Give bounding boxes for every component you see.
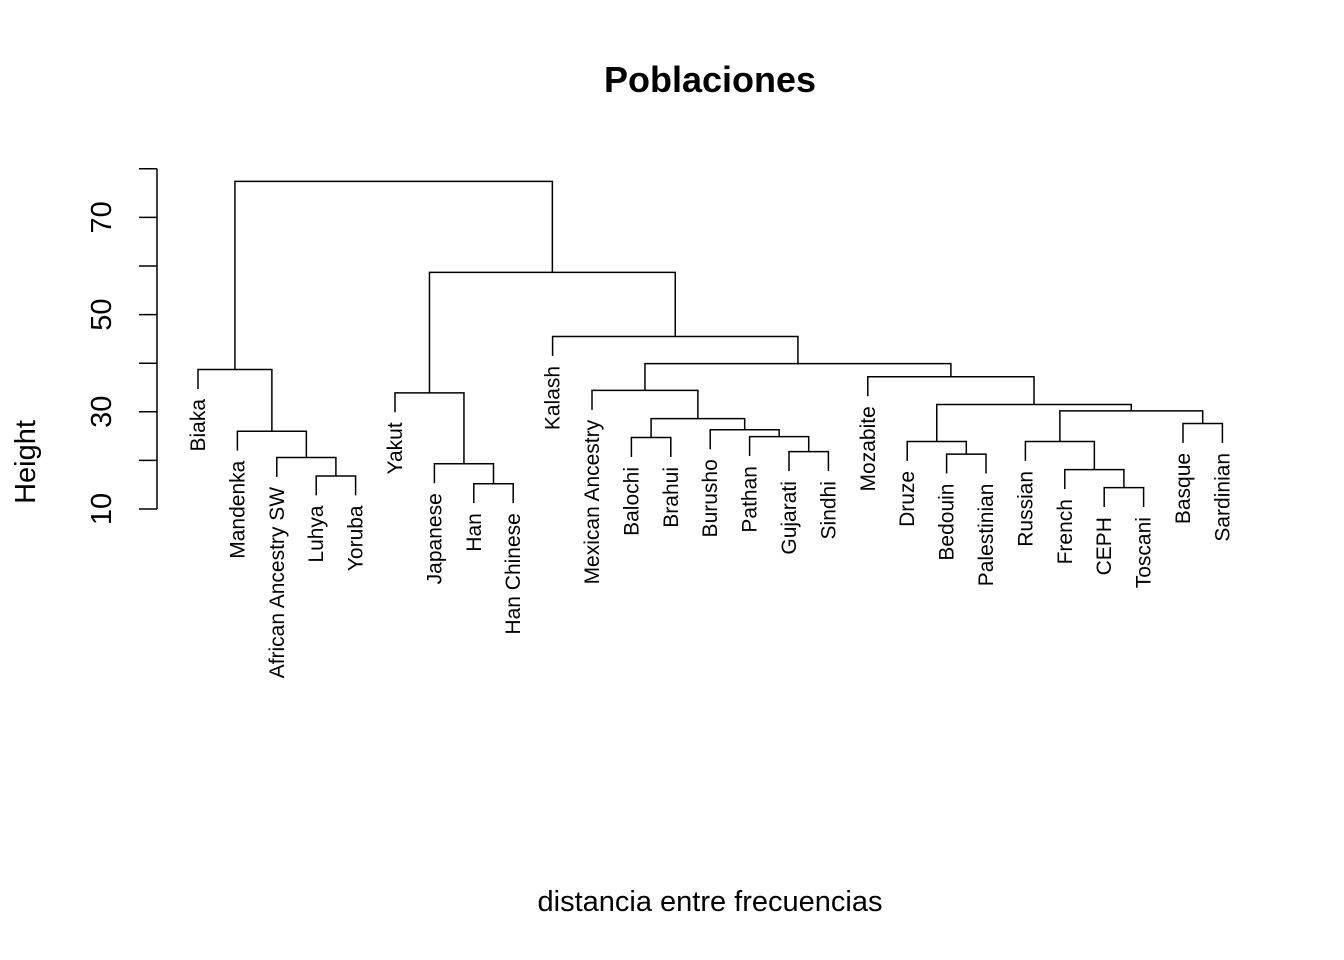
leaf-label: Russian xyxy=(1014,471,1037,547)
dendrogram-tree xyxy=(197,180,1224,508)
leaf-label: Toscani xyxy=(1133,517,1156,588)
leaf-label: CEPH xyxy=(1093,517,1116,575)
leaf-label: Mexican Ancestry xyxy=(581,419,604,584)
dendrogram-merge xyxy=(1024,440,1096,470)
leaf-label: Bedouin xyxy=(936,484,959,561)
x-axis-title: distancia entre frecuencias xyxy=(538,886,883,918)
leaf-label: Han xyxy=(463,513,486,552)
leaf-label: Kalash xyxy=(542,366,565,430)
leaf-label: French xyxy=(1054,499,1077,564)
leaf-label: Gujarati xyxy=(778,481,801,555)
dendrogram-merge xyxy=(936,403,1133,442)
leaf-label: Han Chinese xyxy=(502,513,525,634)
dendrogram-merge xyxy=(945,453,987,474)
leaf-label: Japanese xyxy=(423,493,446,584)
chart-title: Poblaciones xyxy=(604,59,816,100)
dendrogram-merge xyxy=(867,376,1035,405)
leaf-label: Biaka xyxy=(187,399,210,452)
dendrogram-merge xyxy=(433,463,495,484)
dendrogram-merge xyxy=(1064,468,1125,490)
leaf-label: Yakut xyxy=(384,422,407,474)
leaf-label: Sindhi xyxy=(817,481,840,539)
y-tick-label: 10 xyxy=(86,493,118,525)
dendrogram-merge xyxy=(551,335,799,364)
dendrogram-merge xyxy=(1182,422,1224,443)
dendrogram-merge xyxy=(788,450,830,472)
leaf-labels: Luhya Yoruba African Ancestry SW Mandenka Bi… xyxy=(187,366,1234,678)
leaf-label: African Ancestry SW xyxy=(266,487,289,679)
leaf-label: Burusho xyxy=(699,459,722,537)
dendrogram-merge xyxy=(276,456,337,477)
leaf-label: Sardinian xyxy=(1211,453,1234,542)
y-tick-label: 70 xyxy=(86,201,118,233)
leaf-label: Mozabite xyxy=(857,406,880,491)
dendrogram-merge xyxy=(473,482,514,504)
dendrogram-merge xyxy=(650,417,746,438)
dendrogram-merge xyxy=(906,440,968,461)
dendrogram-merge xyxy=(234,180,554,370)
leaf-label: Pathan xyxy=(739,466,762,533)
leaf-label: Luhya xyxy=(305,505,328,563)
dendrogram-merge xyxy=(1059,410,1204,442)
dendrogram-merge xyxy=(315,475,357,496)
leaf-label: Yoruba xyxy=(345,505,368,571)
leaf-label: Druze xyxy=(896,471,919,527)
dendrogram-merge xyxy=(748,435,810,457)
leaf-label: Brahui xyxy=(660,467,683,528)
leaf-label: Basque xyxy=(1172,453,1195,524)
dendrogram-merge xyxy=(709,429,780,450)
dendrogram-merge xyxy=(630,436,672,457)
y-axis: 10 30 50 70 xyxy=(86,168,158,525)
y-tick-label: 30 xyxy=(86,396,118,428)
leaf-label: Balochi xyxy=(620,467,643,536)
leaf-label: Mandenka xyxy=(226,460,249,558)
dendrogram-merge xyxy=(236,430,308,458)
y-tick-label: 50 xyxy=(86,298,118,330)
dendrogram-merge xyxy=(1103,486,1145,508)
dendrogram-merge xyxy=(591,389,699,419)
leaf-label: Palestinian xyxy=(975,484,998,587)
y-axis-title: Height xyxy=(10,420,42,504)
